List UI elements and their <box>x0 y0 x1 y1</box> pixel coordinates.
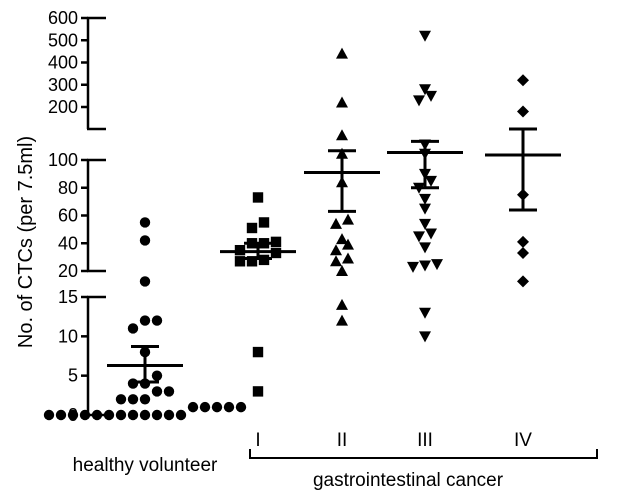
data-point <box>413 231 425 243</box>
category-label-III: III <box>417 430 433 451</box>
data-point <box>115 394 127 405</box>
data-point <box>336 298 348 310</box>
data-point <box>342 252 354 264</box>
data-point <box>211 401 223 413</box>
y-tick-label: 100 <box>48 150 78 170</box>
data-point <box>234 256 246 267</box>
data-point <box>419 260 431 272</box>
data-point <box>419 307 431 319</box>
data-point <box>199 401 211 413</box>
data-point <box>252 386 264 397</box>
y-tick-label: 5 <box>68 366 78 386</box>
y-tick-label: 80 <box>58 178 78 198</box>
data-point <box>103 409 115 421</box>
data-point <box>407 261 419 273</box>
data-point <box>246 256 258 267</box>
mean-sem-bars <box>107 127 561 384</box>
data-point <box>127 378 139 389</box>
data-points <box>43 30 529 421</box>
y-tick-label: 500 <box>48 30 78 50</box>
data-point <box>419 193 431 205</box>
data-point <box>115 409 127 421</box>
data-point <box>342 213 354 225</box>
data-point <box>139 276 151 287</box>
category-label-healthy: healthy volunteer <box>73 455 218 476</box>
data-point <box>127 323 139 334</box>
y-tick-label: 60 <box>58 206 78 226</box>
data-point <box>419 242 431 254</box>
y-tick-label: 10 <box>58 326 78 346</box>
data-point <box>342 238 354 250</box>
data-point <box>336 47 348 59</box>
data-point <box>175 409 187 421</box>
category-label-IV: IV <box>514 430 532 451</box>
data-point <box>413 95 425 107</box>
data-point <box>330 217 342 229</box>
data-point <box>336 265 348 276</box>
data-point <box>517 235 529 248</box>
y-tick-label: 300 <box>48 75 78 95</box>
data-point <box>517 105 529 118</box>
data-point <box>425 228 437 240</box>
y-tick-label: 20 <box>58 261 78 281</box>
data-point <box>235 401 247 413</box>
data-point <box>330 244 342 256</box>
y-tick-label: 40 <box>58 233 78 253</box>
data-point <box>246 222 258 234</box>
data-point <box>163 409 175 421</box>
y-axis: 05101520406080100200300400500600 <box>48 8 106 425</box>
data-point <box>151 386 163 397</box>
data-point <box>43 409 55 421</box>
data-point <box>425 90 437 102</box>
data-point <box>139 409 151 421</box>
data-point <box>252 192 264 203</box>
data-point <box>55 409 67 421</box>
data-point <box>139 217 151 228</box>
data-point <box>139 394 151 405</box>
data-point <box>419 218 431 230</box>
data-point <box>517 246 529 259</box>
y-tick-label: 600 <box>48 8 78 28</box>
data-point <box>91 409 103 421</box>
data-point <box>517 74 529 87</box>
data-point <box>330 255 342 267</box>
data-point <box>517 275 529 288</box>
data-point <box>127 394 139 405</box>
data-point <box>425 175 437 187</box>
category-label-II: II <box>337 430 348 451</box>
data-point <box>151 409 163 421</box>
data-point <box>151 370 163 381</box>
data-point <box>336 314 348 326</box>
y-tick-label: 15 <box>58 287 78 307</box>
data-point <box>419 84 431 96</box>
data-point <box>67 409 79 421</box>
data-point <box>151 315 163 326</box>
data-point <box>431 259 443 271</box>
group-bracket <box>249 449 598 459</box>
data-point <box>163 386 175 397</box>
data-point <box>223 401 235 413</box>
data-point <box>336 96 348 108</box>
data-point <box>258 217 270 228</box>
data-point <box>139 235 151 246</box>
data-point <box>252 346 264 358</box>
data-point <box>79 409 91 421</box>
data-point <box>139 315 151 326</box>
data-point <box>419 203 431 215</box>
data-point <box>270 236 282 248</box>
data-point <box>419 30 431 42</box>
data-point <box>419 331 431 343</box>
data-point <box>336 233 348 245</box>
data-point <box>336 129 348 141</box>
data-point <box>187 401 199 413</box>
y-tick-label: 200 <box>48 97 78 117</box>
y-tick-label: 400 <box>48 53 78 73</box>
y-axis-label: No. of CTCs (per 7.5ml) <box>15 136 37 348</box>
data-point <box>127 409 139 421</box>
group-label: gastrointestinal cancer <box>313 470 504 491</box>
category-label-I: I <box>255 430 260 451</box>
